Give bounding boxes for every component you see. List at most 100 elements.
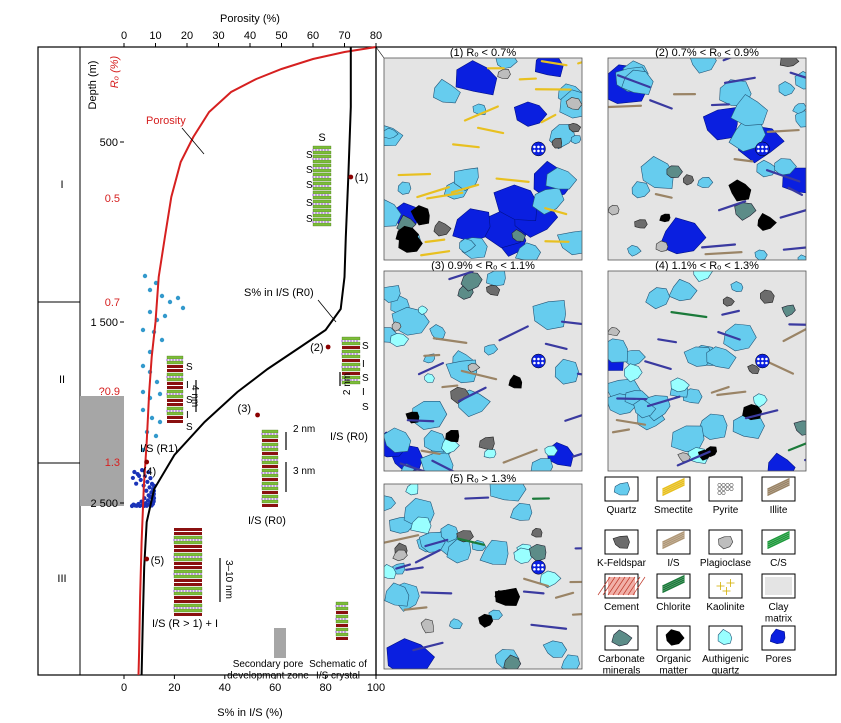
legend-label: I/S [667, 558, 680, 569]
pore [452, 208, 491, 242]
clay-flake [649, 99, 673, 110]
quartz-grain [440, 523, 459, 543]
s-in-is-curve [140, 47, 352, 676]
pyrite-crystal [541, 149, 544, 153]
clay-flake [782, 246, 806, 251]
scatter-point [180, 305, 186, 311]
thin-section-panel [383, 483, 583, 670]
carbonate-swatch [611, 629, 633, 647]
quartz-grain [690, 58, 717, 74]
layer-letter: S [186, 422, 193, 433]
scatter-point [140, 447, 146, 453]
clay-flake [788, 323, 806, 326]
pyrite-crystal [757, 357, 760, 361]
is-crystal-r0-stage3 [261, 429, 279, 507]
clay-flake [721, 309, 740, 316]
pyrite-icon [708, 476, 743, 502]
dimension-label: 4 nm [189, 385, 200, 407]
clay-flake [420, 449, 441, 455]
clay-flake [441, 384, 459, 389]
clay-flake [495, 177, 530, 183]
organic-matter [410, 205, 430, 226]
quartz-grain [530, 458, 554, 471]
smectite-letter: S [306, 180, 313, 191]
chlorite-icon [656, 573, 691, 599]
stage-marker [144, 459, 150, 465]
porosity-tick-label: 50 [275, 30, 287, 42]
pore [702, 107, 738, 141]
pore [659, 217, 707, 255]
stage-label: II [59, 374, 65, 386]
quartz-grain [697, 176, 714, 188]
quartz-grain [514, 242, 541, 260]
pore [386, 638, 435, 669]
clay-flake [406, 419, 435, 423]
quartz-grain [706, 346, 737, 369]
stage-marker-label: (3) [238, 403, 251, 415]
k-feldspar-grain [760, 289, 775, 304]
quartz-grain [570, 135, 582, 145]
pore [767, 452, 796, 471]
dimension-label: 2 nm [293, 424, 315, 435]
clay-flake [670, 311, 708, 319]
porosity-tick-label: 80 [370, 30, 382, 42]
quartz-grain [668, 278, 698, 302]
scatter-point [154, 379, 160, 385]
pyrite-crystal [537, 563, 540, 567]
sin-is-tick-label: 80 [319, 682, 331, 694]
quartz-grain [484, 344, 499, 356]
legend-label: Pores [765, 654, 791, 665]
is-r0-label: I/S (R0) [248, 515, 286, 527]
scatter-point [145, 498, 151, 503]
legend-label: Organic matter [656, 654, 691, 677]
clay-flake [417, 362, 445, 376]
clay-flake [432, 337, 468, 344]
clay-flake [766, 128, 800, 133]
plagioclase-grain [392, 549, 408, 562]
stage-label: I [60, 179, 63, 191]
scatter-point [130, 475, 135, 481]
pyrite-crystal [761, 357, 764, 361]
scatter-point [147, 485, 152, 490]
carbonate-grain [734, 202, 757, 221]
pyrite-crystal [533, 145, 536, 149]
k-feldspar-swatch [612, 535, 630, 549]
pyrite-framboid [531, 560, 546, 575]
pyrite-crystal [757, 149, 760, 153]
quartz-grain [397, 181, 412, 195]
mineral-legend: Quartz Smectite Pyrite Illite K-Feldspar I/S P… [597, 476, 796, 677]
clay-flake [460, 369, 498, 381]
legend-label: Smectite [654, 505, 693, 516]
organic-matter [508, 374, 523, 389]
is-crystal-r1 [166, 355, 184, 423]
smectite-letter: S [306, 165, 313, 176]
schematic-legend-label: Schematic of I/S crystal [309, 659, 367, 682]
quartz-grain [429, 324, 446, 340]
layer-letter: I [186, 380, 189, 391]
porosity-curve-label: Porosity [146, 115, 186, 127]
stage-marker-label: (4) [143, 466, 156, 478]
quartz-grain [774, 158, 797, 176]
quartz-swatch [613, 482, 631, 496]
clay-flake [717, 330, 741, 341]
clay-flake [476, 126, 505, 135]
k-feldspar-grain [634, 219, 648, 229]
dimension-label: 2 nm [342, 373, 353, 395]
scatter-point [162, 313, 168, 319]
sin-is-tick-label: 0 [121, 682, 127, 694]
sin-is-tick-label: 20 [168, 682, 180, 694]
clay-flake [804, 458, 806, 462]
clay-flake [414, 549, 441, 564]
porosity-tick-label: 40 [244, 30, 256, 42]
k-feldspar-grain [747, 364, 760, 375]
scatter-point [134, 481, 139, 486]
quartz-grain [778, 81, 796, 97]
clay-flake [560, 320, 582, 326]
quartz-grain [723, 323, 757, 352]
stage-marker [348, 174, 354, 180]
authigenic-quartz-icon [708, 625, 743, 651]
clay-flake [717, 200, 747, 212]
thin-section-panel [383, 270, 583, 472]
clay-flake [420, 250, 451, 257]
is-crystal-rgt1 [173, 528, 203, 616]
